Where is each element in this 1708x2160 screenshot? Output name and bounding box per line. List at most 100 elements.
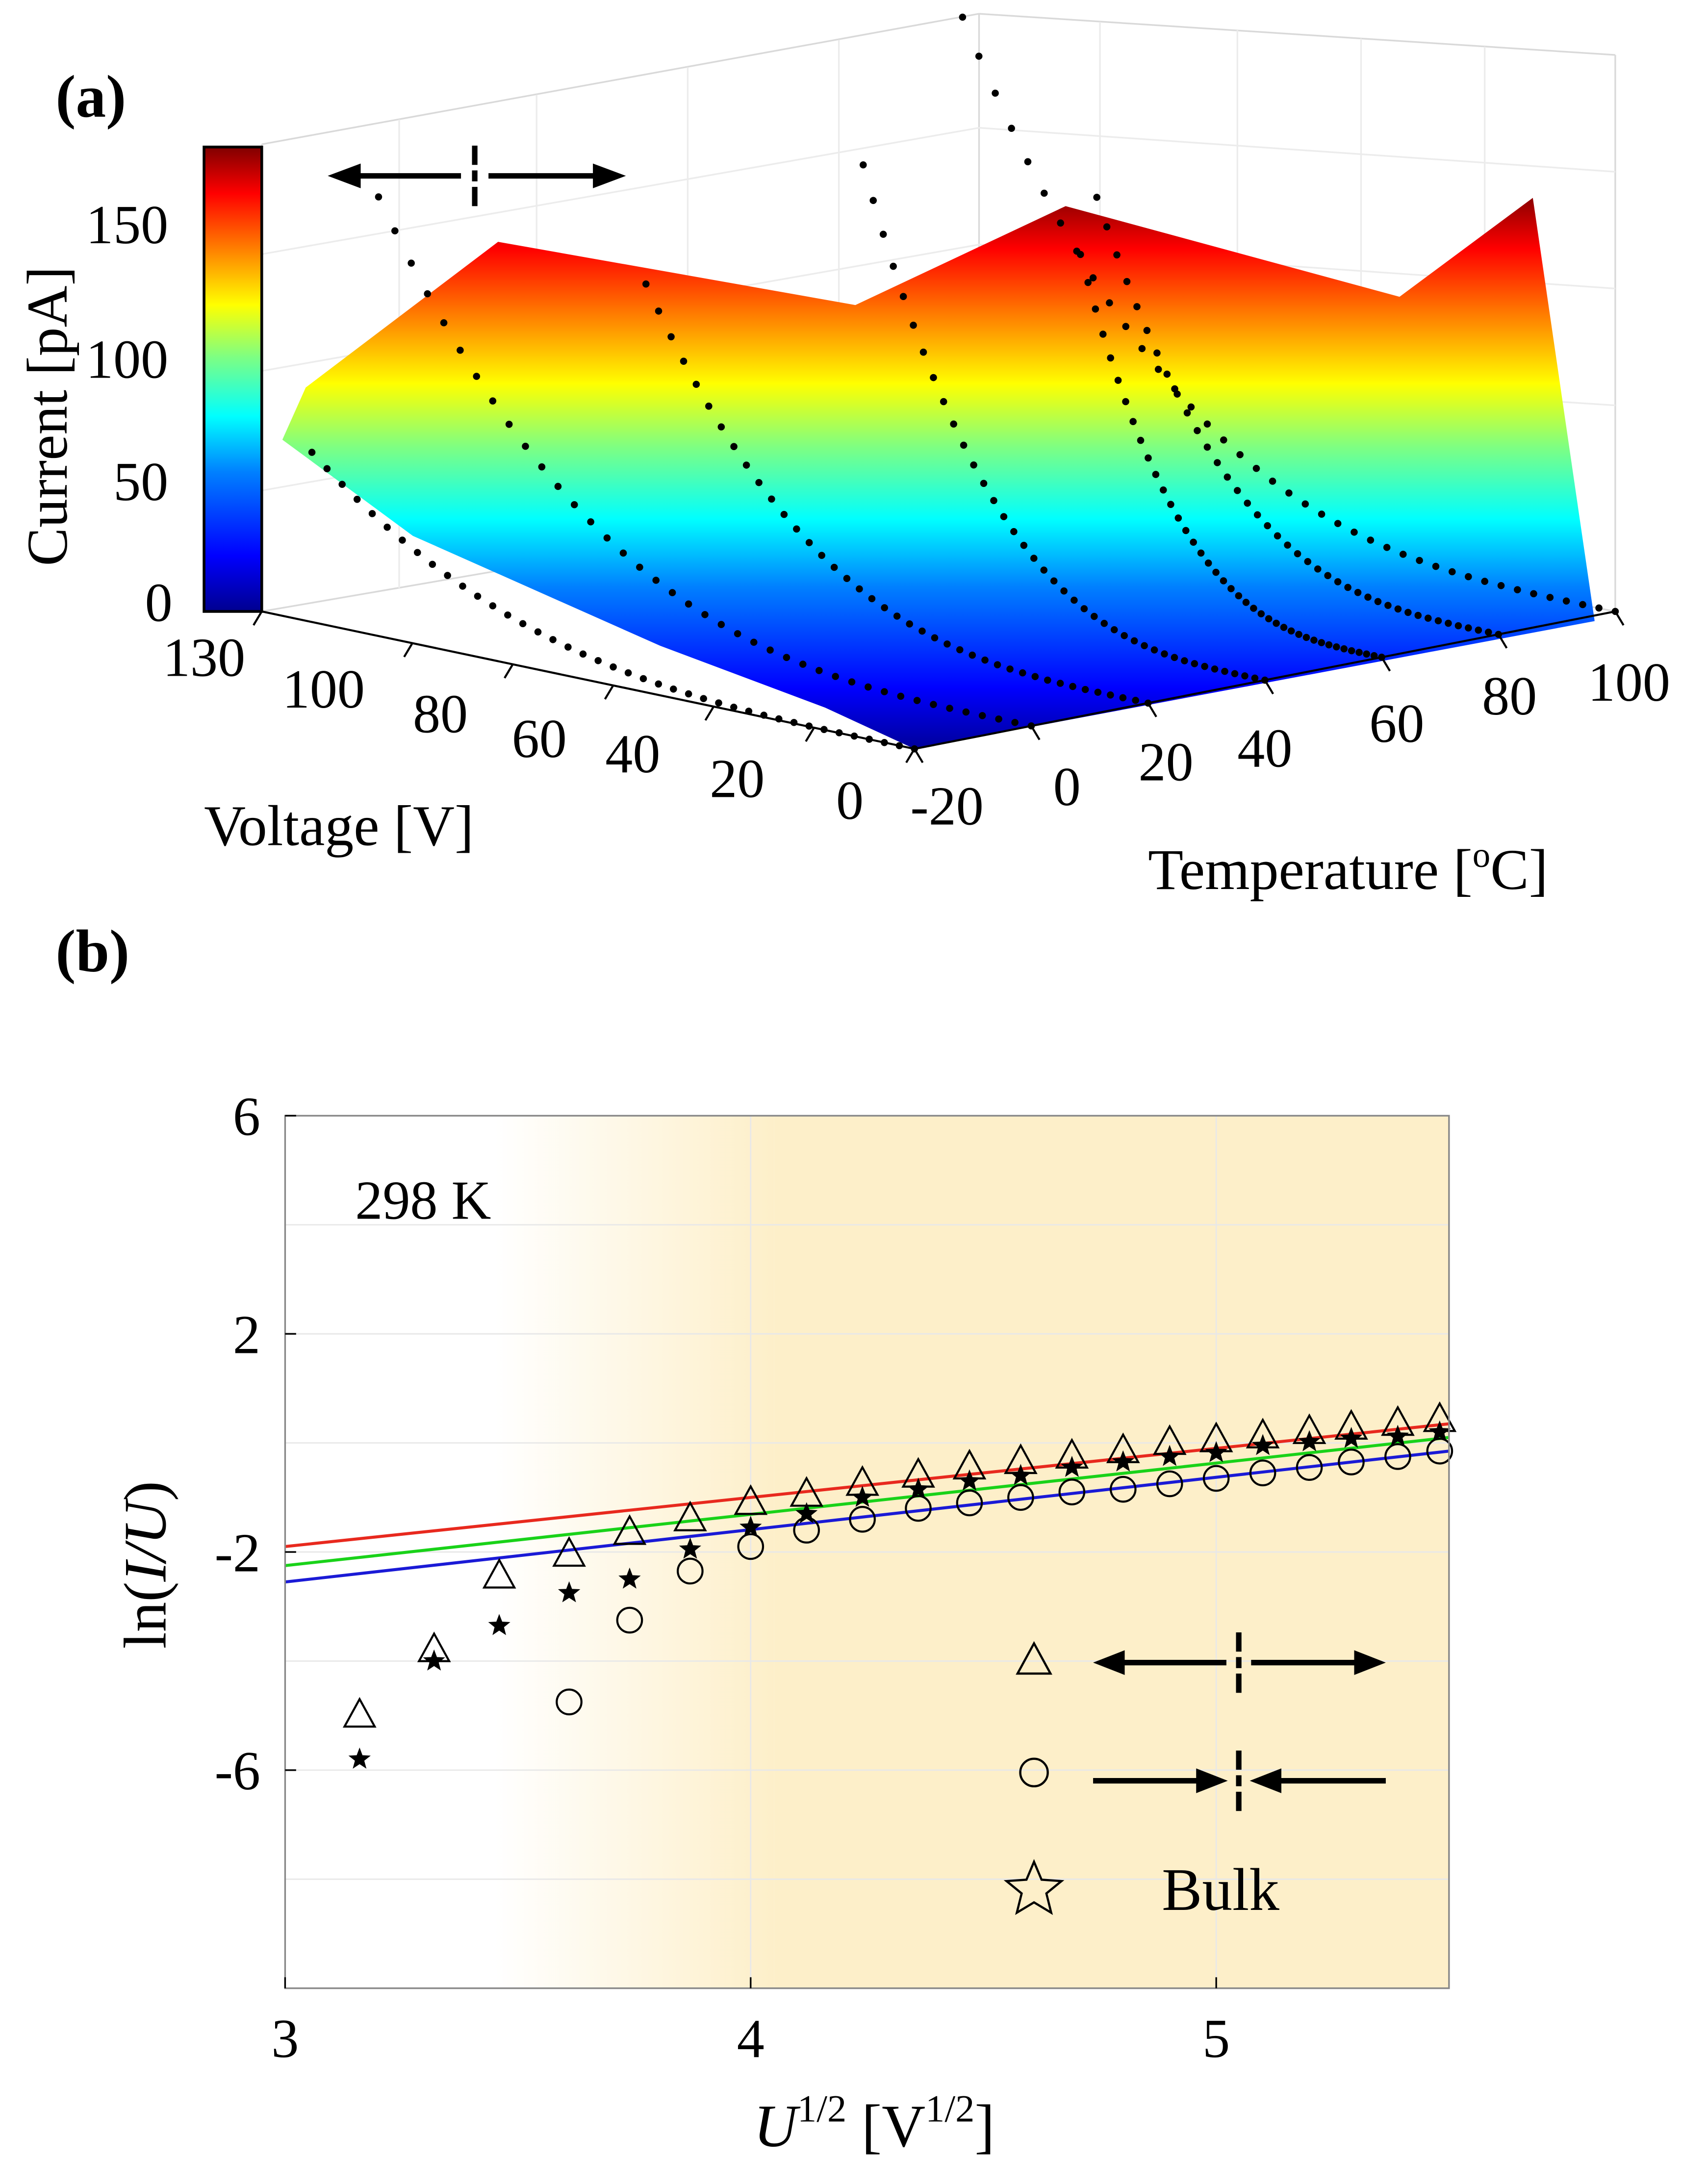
surface-data-point: [715, 699, 722, 707]
surface-data-point: [1285, 489, 1293, 497]
surface-data-point: [950, 420, 957, 428]
surface-data-point: [734, 630, 741, 637]
legend-star-icon: [1003, 1859, 1065, 1915]
triangle-marker: [482, 1558, 516, 1589]
temperature-tick: [1380, 657, 1391, 672]
x-label-sup: 1/2: [797, 2087, 846, 2130]
voltage-axis-line: [261, 610, 915, 750]
temperature-tick-label: 40: [1237, 718, 1292, 779]
surface-data-point: [978, 712, 986, 719]
voltage-tick-label: 60: [512, 709, 567, 769]
surface-data-point: [1133, 303, 1141, 310]
surface-data-point: [1107, 691, 1114, 699]
surface-data-point: [931, 634, 939, 642]
star-marker: [1112, 1450, 1134, 1472]
surface-data-point: [473, 373, 481, 380]
surface-data-point: [391, 227, 399, 235]
voltage-tick: [704, 706, 715, 721]
surface-data-point: [642, 280, 650, 288]
surface-data-point: [1167, 501, 1174, 508]
surface-data-point: [879, 230, 887, 238]
surface-data-point: [1364, 593, 1372, 601]
surface-data-point: [1448, 568, 1456, 576]
voltage-tick: [905, 748, 916, 763]
star-marker: [1009, 1464, 1032, 1485]
surface-data-point: [1367, 536, 1375, 544]
surface-data-point: [489, 602, 497, 610]
surface-data-point: [1020, 541, 1028, 549]
voltage-axis-label: Voltage [V]: [204, 794, 474, 858]
circle-marker: [677, 1557, 704, 1585]
surface-data-point: [1318, 639, 1326, 646]
surface-data-point: [1236, 451, 1244, 458]
surface-data-point: [655, 680, 663, 688]
surface-data-point: [1384, 602, 1392, 609]
surface-data-point: [881, 604, 888, 611]
surface-data-point: [1161, 650, 1168, 658]
surface-data-point: [610, 663, 617, 671]
surface-data-point: [429, 560, 436, 568]
surface-data-point: [505, 421, 513, 428]
surface-data-point: [1333, 643, 1340, 651]
temperature-tick-label: 80: [1482, 666, 1537, 727]
surface-data-point: [1269, 478, 1276, 485]
surface-data-point: [1008, 125, 1015, 132]
surface-data-point: [1231, 670, 1239, 678]
surface-data-point: [1107, 354, 1114, 362]
voltage-tick-label: 130: [163, 628, 245, 688]
surface-data-point: [1264, 522, 1271, 530]
surface-data-point: [1143, 327, 1151, 334]
surface-data-point: [1244, 499, 1251, 507]
surface-data-point: [1214, 459, 1221, 466]
surface-data-point: [1132, 696, 1139, 704]
star-marker: [1428, 1420, 1451, 1442]
surface-data-point: [868, 595, 876, 603]
x-tick-label: 3: [271, 2008, 299, 2069]
surface-data-point: [913, 697, 921, 704]
voltage-tick-marks: [253, 610, 916, 763]
surface-data-point: [1100, 620, 1108, 627]
surface-data-point: [1130, 637, 1138, 645]
surface-data-point: [1030, 555, 1038, 562]
temperature-tick: [1030, 725, 1041, 740]
surface-data-point: [869, 197, 877, 204]
colorbar-tick-label: 150: [86, 195, 168, 255]
surface-data-point: [1119, 694, 1127, 702]
triangle-marker: [612, 1514, 647, 1545]
voltage-tick-label: 20: [710, 748, 765, 809]
surface-data-point: [549, 636, 557, 643]
circle-marker: [1109, 1475, 1137, 1503]
temperature-label-main: Temperature [: [1148, 838, 1473, 902]
surface-data-point: [755, 479, 763, 486]
surface-data-point: [375, 193, 382, 201]
surface-data-point: [969, 651, 976, 659]
surface-data-point: [816, 667, 823, 674]
surface-data-point: [1153, 349, 1161, 357]
y-ticks: 6 2 -2 -6: [215, 1087, 296, 1802]
surface-data-point: [1138, 345, 1146, 353]
surface-data-point: [619, 549, 627, 557]
surface-data-point: [1024, 158, 1032, 166]
surface-data-point: [1257, 610, 1265, 618]
surface-data-point: [554, 483, 562, 490]
surface-data-point: [1294, 550, 1301, 558]
surface-data-point: [1234, 487, 1241, 494]
surface-data-point: [1019, 669, 1026, 677]
surface-data-point: [1080, 605, 1088, 612]
surface-data-point: [701, 611, 709, 618]
temperature-tick-marks: [913, 610, 1625, 763]
surface-data-point: [865, 683, 872, 691]
surface-data-point: [1273, 619, 1280, 627]
surface-data-point: [680, 357, 688, 365]
panel-label-a: (a): [55, 63, 126, 130]
colorbar-tick-label: 100: [86, 330, 168, 390]
x-label-main: U: [754, 2092, 801, 2160]
colorbar-tick-label: 0: [145, 573, 173, 634]
surface-data-point: [750, 638, 758, 646]
surface-data-point: [1197, 549, 1205, 557]
surface-data-point: [1187, 403, 1195, 411]
domain-wall-arrows-icon: [328, 146, 626, 206]
surface-data-point: [655, 307, 663, 315]
surface-data-point: [1093, 194, 1100, 201]
